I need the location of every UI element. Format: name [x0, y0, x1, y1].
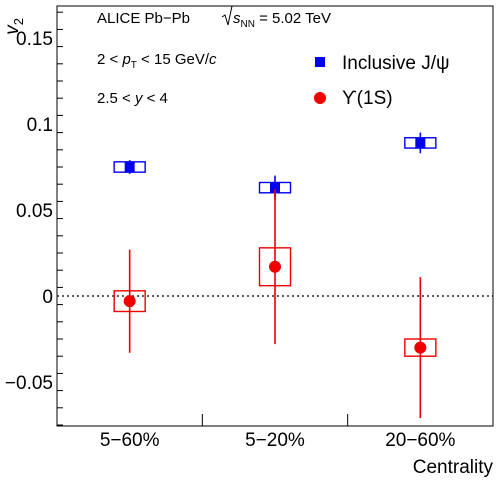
y-axis-title-sub: 2: [11, 18, 26, 25]
svg-text:ALICE Pb−Pb: ALICE Pb−Pb: [97, 10, 190, 27]
legend: Inclusive J/ψ ϒ(1S): [314, 53, 450, 109]
annotation-pt-sub: T: [131, 60, 137, 71]
y-tick-label: 0: [42, 287, 53, 308]
syst-error-box: [404, 137, 437, 149]
annotation-experiment: ALICE Pb−Pb: [97, 10, 190, 27]
y-tick-label: 0.05: [16, 201, 53, 222]
legend-marker-jpsi: [315, 57, 325, 67]
svg-text:2.5 < y < 4: 2.5 < y < 4: [97, 90, 168, 107]
x-category-label: 5−60%: [100, 430, 160, 451]
legend-label-upsilon: ϒ(1S): [342, 88, 393, 109]
series-layer: [113, 132, 437, 419]
x-category-label: 20−60%: [385, 430, 455, 451]
legend-label-jpsi: Inclusive J/ψ: [342, 53, 450, 74]
plot-frame: [56, 5, 494, 427]
sqrt-sign-icon: [221, 5, 262, 26]
annotation-pt-p: p: [121, 51, 130, 68]
data-point-jpsi: [124, 162, 135, 172]
syst-error-box: [404, 338, 437, 357]
syst-error-box: [113, 290, 146, 313]
annotation-energy: = 5.02 TeV: [255, 10, 331, 27]
data-point-upsilon: [269, 260, 281, 273]
annotation-pt-pre: 2 <: [97, 51, 122, 68]
annotation-sqrt-sub: NN: [241, 19, 255, 30]
y-tick-label: −0.05: [5, 373, 53, 394]
y-tick-label: 0.1: [27, 115, 53, 136]
y-axis-title: v2: [2, 18, 26, 35]
svg-text:2 < pT < 15 GeV/c: 2 < pT < 15 GeV/c: [97, 51, 217, 71]
x-axis-title: Centrality: [413, 457, 494, 478]
x-ticks-layer: 5−60% 5−20% 20−60%: [100, 414, 456, 451]
svg-text:sNN = 5.02 TeV: sNN = 5.02 TeV: [233, 10, 331, 30]
y-tick-label: 0.15: [16, 29, 53, 50]
svg-text:v2: v2: [2, 18, 26, 35]
annotation-y-pre: 2.5 <: [97, 90, 135, 107]
data-point-jpsi: [270, 182, 280, 193]
annotation-y-var: y: [134, 90, 144, 107]
syst-error-box: [113, 161, 146, 173]
annotation-pt-c: c: [209, 51, 217, 68]
x-category-label: 5−20%: [245, 430, 305, 451]
annotation-y-post: < 4: [142, 90, 167, 107]
y-axis-title-v: v: [2, 24, 23, 35]
data-point-jpsi: [415, 137, 426, 148]
data-point-upsilon: [123, 295, 136, 308]
annotations: ALICE Pb−Pb sNN = 5.02 TeV 2 < pT < 15 G…: [97, 5, 331, 107]
y-ticks-layer: 0.15 0.1 0.05 0 −0.05: [5, 11, 63, 426]
annotation-pt-post: < 15 GeV/: [137, 51, 210, 68]
legend-marker-upsilon: [314, 92, 326, 104]
annotation-sqrt-s: s: [233, 10, 241, 27]
syst-error-box: [258, 247, 292, 287]
data-point-upsilon: [414, 341, 427, 354]
